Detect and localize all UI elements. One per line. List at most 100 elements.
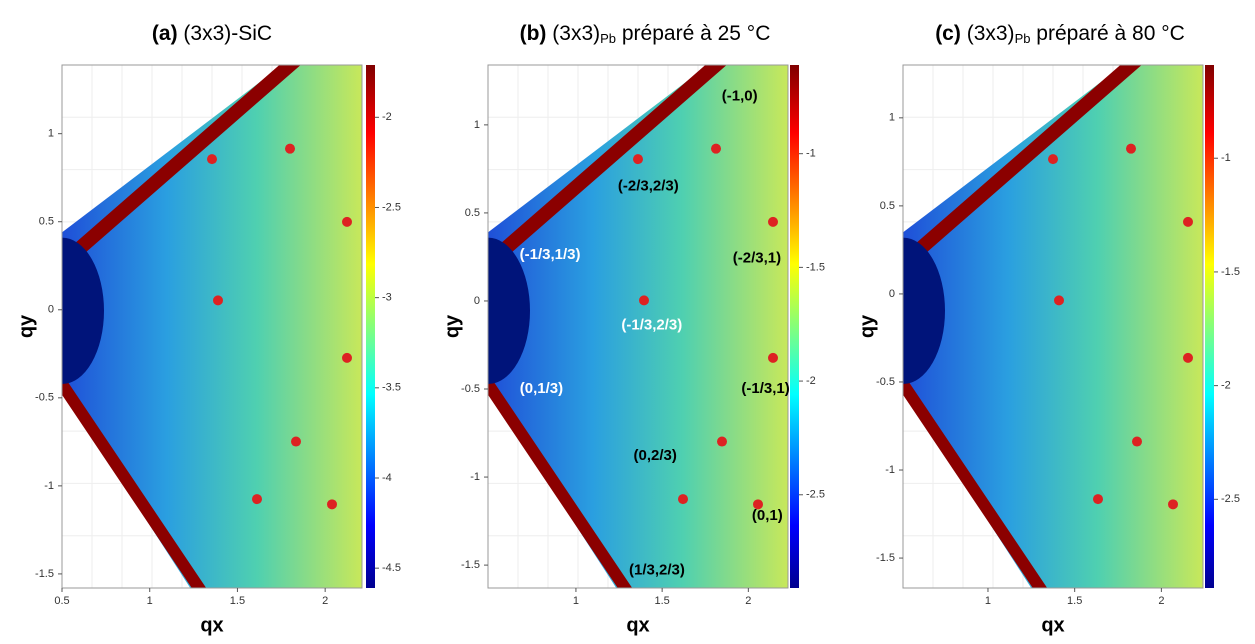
x-tick-label: 2 (745, 595, 751, 607)
y-tick-label: -0.5 (876, 376, 895, 388)
title-subscript: Pb (1015, 31, 1031, 46)
plot-area (62, 65, 362, 588)
peak-label: (1/3,2/3) (629, 561, 685, 578)
y-tick-label: -0.5 (35, 392, 54, 404)
title-rest: préparé à 80 °C (1030, 22, 1184, 45)
y-tick-label: 0 (48, 304, 54, 316)
y-tick-label: 1 (889, 112, 895, 124)
panel: (b) (3x3)Pb préparé à 25 °C 1 1.5 2 -1.5 -1 -0… (441, 22, 825, 637)
colorbar-tick-label: -3 (382, 292, 392, 304)
diffraction-spot (639, 295, 649, 306)
diffraction-spot (633, 154, 643, 165)
y-tick-label: 0 (474, 295, 480, 307)
diffraction-spot (285, 143, 295, 154)
y-tick-label: 0 (889, 288, 895, 300)
y-tick-label: -1 (470, 471, 480, 483)
y-axis-label: qy (856, 314, 878, 338)
x-axis-label: qx (1041, 614, 1064, 636)
diffraction-spot (711, 143, 721, 154)
diffraction-spot (291, 436, 301, 447)
colorbar-tick-label: -3.5 (382, 382, 401, 394)
y-tick-label: 1 (474, 119, 480, 131)
x-tick-label: 1.5 (1067, 595, 1082, 607)
colorbar (790, 65, 799, 588)
peak-label: (-1/3,1/3) (520, 246, 581, 263)
intensity-edge (62, 380, 207, 588)
colorbar (366, 65, 375, 588)
peak-label: (-1,0) (722, 88, 758, 105)
intensity-edge (488, 65, 727, 270)
plot-area (903, 65, 1203, 588)
x-tick-label: 2 (322, 595, 328, 607)
panel-title: (a) (3x3)-SiC (152, 22, 272, 45)
x-axis-label: qx (200, 614, 223, 636)
colorbar-tick-label: -1 (1221, 152, 1231, 164)
diffraction-spot (717, 436, 727, 447)
title-main: (3x3) (967, 22, 1015, 45)
y-tick-label: 1 (48, 128, 54, 140)
colorbar-tick-label: -1.5 (1221, 266, 1240, 278)
title-main: (3x3) (552, 22, 600, 45)
intensity-edge (903, 65, 1142, 270)
panel-label: (a) (152, 22, 178, 45)
diffraction-spot (1168, 499, 1178, 510)
panel-title: (b) (3x3)Pb préparé à 25 °C (520, 22, 771, 47)
peak-label: (0,2/3) (634, 447, 677, 464)
x-tick-label: 1 (573, 595, 579, 607)
x-tick-label: 2 (1158, 595, 1164, 607)
diffraction-spot (207, 154, 217, 165)
diffraction-spot (1126, 143, 1136, 154)
colorbar-tick-label: -2.5 (382, 201, 401, 213)
intensity-edge (62, 65, 301, 270)
colorbar-tick-label: -2 (806, 375, 816, 387)
diffraction-spot (1183, 216, 1193, 227)
diffraction-spot (1132, 436, 1142, 447)
panel-label: (c) (935, 22, 961, 45)
diffraction-spot (768, 216, 778, 227)
intensity-edge (488, 380, 633, 588)
y-axis-label: qy (15, 314, 37, 338)
diffraction-spot (678, 494, 688, 505)
panel: (c) (3x3)Pb préparé à 80 °C 1 1.5 2 -1.5 -1 -0… (856, 22, 1240, 637)
colorbar (1205, 65, 1214, 588)
plot-area (488, 65, 788, 588)
y-tick-label: 0.5 (39, 216, 54, 228)
y-tick-label: -1.5 (461, 559, 480, 571)
x-tick-label: 1.5 (230, 595, 245, 607)
y-tick-label: -1.5 (876, 552, 895, 564)
x-tick-label: 1 (985, 595, 991, 607)
colorbar-tick-label: -2 (382, 111, 392, 123)
beamstop-shadow (488, 237, 530, 385)
y-tick-label: -1.5 (35, 568, 54, 580)
diffraction-spot (213, 295, 223, 306)
peak-label: (-1/3,1) (741, 380, 789, 397)
colorbar-tick-label: -4 (382, 472, 392, 484)
diffraction-spot (753, 499, 763, 510)
diffraction-spot (1183, 352, 1193, 363)
plot-frame (902, 64, 1204, 589)
diffraction-spot (342, 216, 352, 227)
intensity-edge (903, 380, 1048, 588)
diffraction-spot (1054, 295, 1064, 306)
peak-label: (0,1/3) (520, 380, 563, 397)
plot-frame (61, 64, 363, 589)
y-tick-label: 0.5 (465, 207, 480, 219)
diffraction-spot (252, 494, 262, 505)
diffraction-spot (768, 352, 778, 363)
panel-title: (c) (3x3)Pb préparé à 80 °C (935, 22, 1185, 47)
y-tick-label: -0.5 (461, 383, 480, 395)
x-tick-label: 1.5 (654, 595, 669, 607)
beamstop-shadow (903, 237, 945, 385)
colorbar-tick-label: -2.5 (1221, 493, 1240, 505)
colorbar-tick-label: -4.5 (382, 562, 401, 574)
title-main: (3x3)-SiC (183, 22, 272, 45)
colorbar-tick-label: -2 (1221, 380, 1231, 392)
peak-label: (-2/3,2/3) (618, 177, 679, 194)
panel-label: (b) (520, 22, 547, 45)
diffraction-spot (342, 352, 352, 363)
colorbar-tick-label: -1.5 (806, 261, 825, 273)
diffraction-spot (327, 499, 337, 510)
x-tick-label: 1 (147, 595, 153, 607)
y-tick-label: -1 (44, 480, 54, 492)
diffraction-spot (1048, 154, 1058, 165)
